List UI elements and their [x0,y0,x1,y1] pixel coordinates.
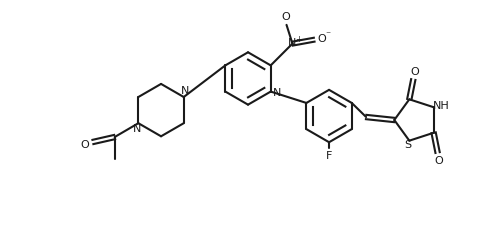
Text: N: N [288,38,296,48]
Text: O: O [318,34,326,44]
Text: +: + [296,35,302,44]
Text: O: O [434,156,443,166]
Text: ⁻: ⁻ [326,31,330,41]
Text: O: O [281,12,290,22]
Text: O: O [410,67,418,77]
Text: O: O [80,140,90,150]
Text: S: S [404,140,411,150]
Text: N: N [133,124,141,134]
Text: N: N [180,86,189,96]
Text: NH: NH [433,101,450,111]
Text: N: N [272,88,281,98]
Text: F: F [326,151,332,161]
